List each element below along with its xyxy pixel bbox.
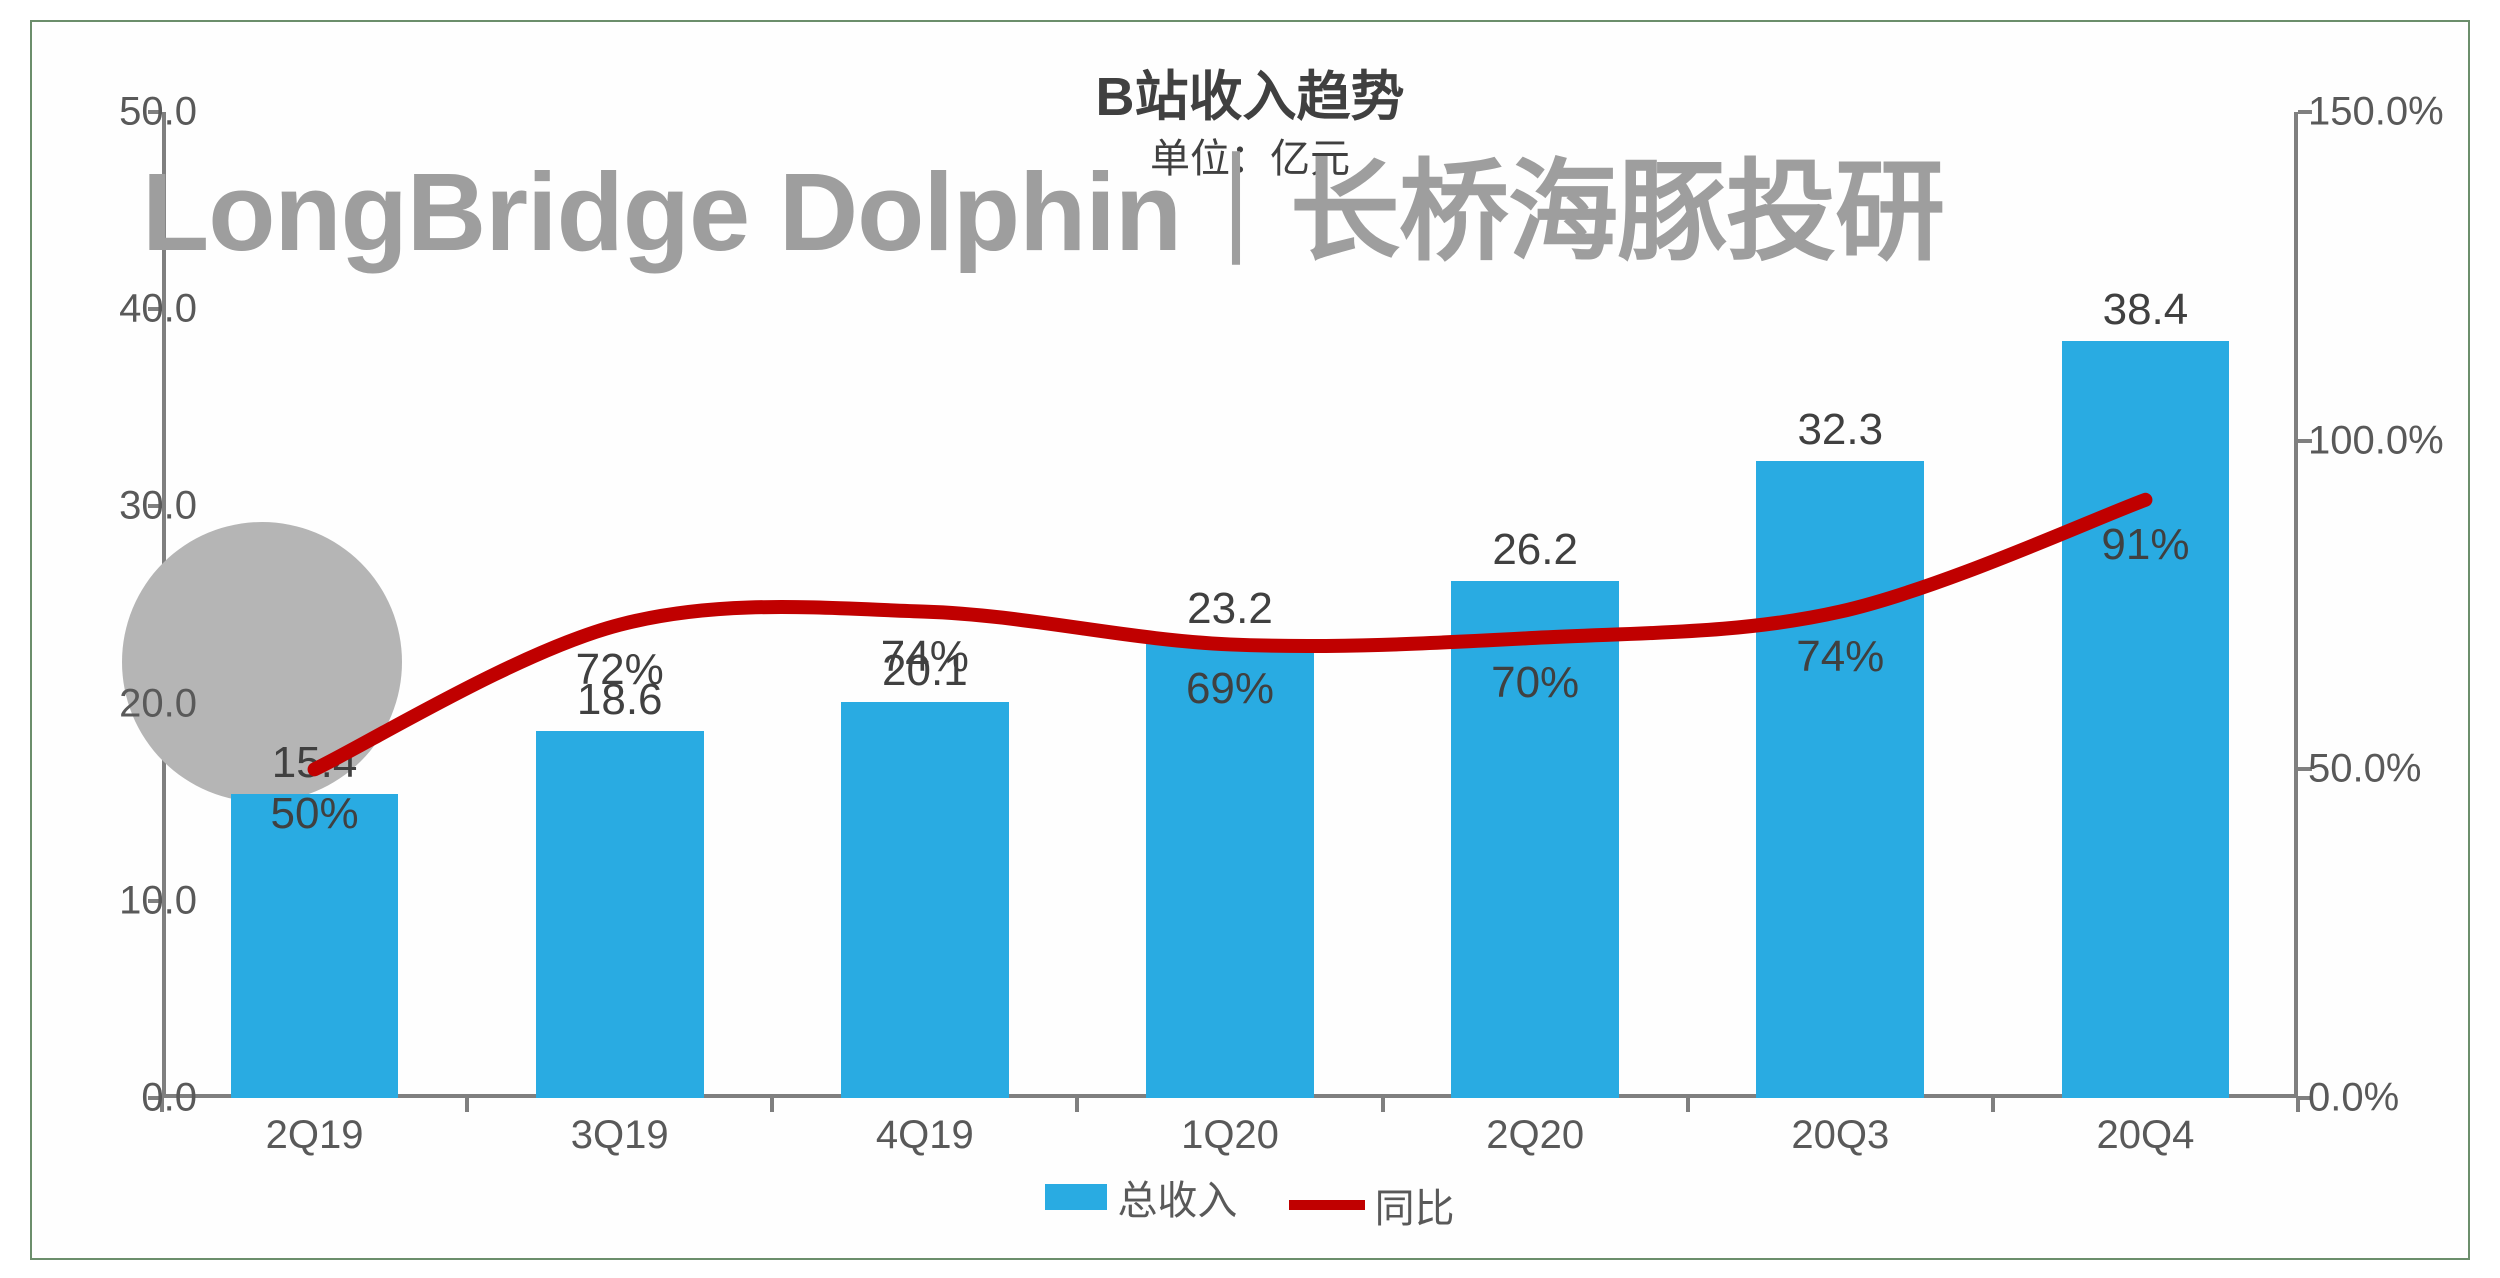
- bar-value-label: 23.2: [1187, 584, 1273, 634]
- bar: [536, 731, 704, 1098]
- line-value-label: 74%: [881, 632, 969, 682]
- x-tick-label: 20Q3: [1791, 1113, 1889, 1158]
- x-tick-mark: [2296, 1098, 2300, 1112]
- x-tick-label: 4Q19: [876, 1113, 974, 1158]
- legend-item-bar: 总收入: [1045, 1168, 1237, 1226]
- y-left-tick-label: 30.0: [67, 484, 197, 529]
- line-value-label: 69%: [1186, 664, 1274, 714]
- x-tick-label: 3Q19: [571, 1113, 669, 1158]
- line-value-label: 50%: [271, 789, 359, 839]
- x-tick-label: 2Q20: [1486, 1113, 1584, 1158]
- legend-swatch-line: [1289, 1200, 1365, 1210]
- bar-value-label: 32.3: [1797, 405, 1883, 455]
- x-tick-label: 1Q20: [1181, 1113, 1279, 1158]
- chart-frame: B站收入趋势 单位：亿元 LongBridge Dolphin｜长桥海豚投研 0…: [30, 20, 2470, 1260]
- x-tick-label: 20Q4: [2096, 1113, 2194, 1158]
- y-left-tick-label: 0.0: [67, 1076, 197, 1121]
- y-left-tick-label: 40.0: [67, 287, 197, 332]
- y-left-tick-label: 50.0: [67, 90, 197, 135]
- legend-label-line: 同比: [1375, 1176, 1455, 1234]
- x-tick-mark: [770, 1098, 774, 1112]
- line-value-label: 91%: [2101, 520, 2189, 570]
- y-left-tick-label: 20.0: [67, 681, 197, 726]
- bar: [231, 794, 399, 1098]
- y-right-tick-label: 100.0%: [2308, 418, 2478, 463]
- y-axis-right: [2294, 112, 2298, 1098]
- x-tick-mark: [1991, 1098, 1995, 1112]
- x-tick-label: 2Q19: [266, 1113, 364, 1158]
- y-left-tick-label: 10.0: [67, 878, 197, 923]
- bar: [841, 702, 1009, 1098]
- plot-area: 0.010.020.030.040.050.00.0%50.0%100.0%15…: [162, 112, 2298, 1098]
- bar: [1756, 461, 1924, 1098]
- x-tick-mark: [1381, 1098, 1385, 1112]
- bar-value-label: 38.4: [2103, 285, 2189, 335]
- x-tick-mark: [1075, 1098, 1079, 1112]
- bar-value-label: 15.4: [272, 738, 358, 788]
- x-tick-mark: [465, 1098, 469, 1112]
- line-value-label: 72%: [576, 645, 664, 695]
- bar: [2062, 341, 2230, 1098]
- x-tick-mark: [1686, 1098, 1690, 1112]
- y-right-tick-label: 50.0%: [2308, 747, 2478, 792]
- y-axis-left: [162, 112, 166, 1098]
- line-value-label: 74%: [1796, 632, 1884, 682]
- legend-item-line: 同比: [1289, 1176, 1455, 1234]
- legend-swatch-bar: [1045, 1184, 1107, 1210]
- legend-label-bar: 总收入: [1117, 1168, 1237, 1226]
- y-right-tick-label: 0.0%: [2308, 1076, 2478, 1121]
- y-right-tick-label: 150.0%: [2308, 90, 2478, 135]
- line-value-label: 70%: [1491, 658, 1579, 708]
- bar-value-label: 26.2: [1492, 525, 1578, 575]
- legend: 总收入 同比: [32, 1168, 2468, 1234]
